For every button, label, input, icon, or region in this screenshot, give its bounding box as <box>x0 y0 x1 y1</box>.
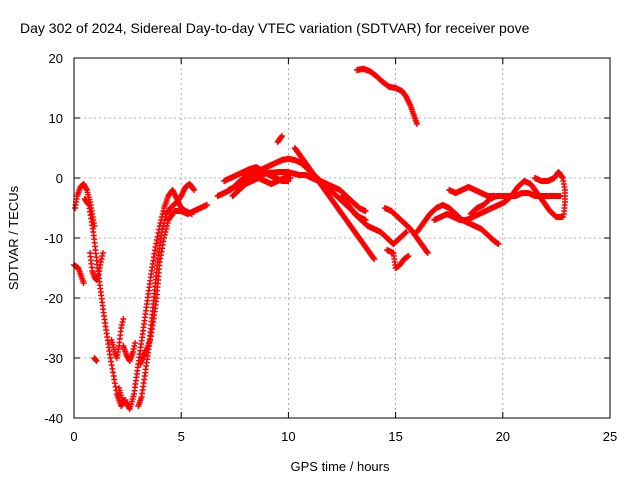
data-point <box>160 208 167 214</box>
data-point <box>119 319 126 325</box>
data-point <box>203 202 210 208</box>
data-point <box>190 186 197 192</box>
data-point <box>118 325 125 331</box>
data-point <box>97 259 104 265</box>
data-point <box>99 250 106 256</box>
data-point <box>559 214 566 220</box>
x-tick-label: 25 <box>603 429 617 444</box>
x-axis-ticks: 0 5 10 15 20 25 <box>70 58 617 444</box>
data-point <box>370 255 377 261</box>
series-arc15 <box>274 133 285 145</box>
data-point <box>278 134 285 140</box>
series-arc23 <box>431 178 566 223</box>
data-point <box>560 211 567 217</box>
series-arc4 <box>87 250 106 283</box>
data-point <box>163 226 170 232</box>
data-point <box>93 358 100 364</box>
series-arc1 <box>71 262 87 286</box>
y-axis-label: SDTVAR / TECUs <box>6 185 21 290</box>
series-arc26 <box>531 169 568 217</box>
data-point <box>162 214 169 220</box>
chart-title: Day 302 of 2024, Sidereal Day-to-day VTE… <box>20 20 530 36</box>
data-point <box>152 244 159 250</box>
grid <box>74 58 610 418</box>
data-point <box>424 249 431 255</box>
data-point <box>99 253 106 259</box>
data-point <box>98 256 105 262</box>
y-tick-label: 10 <box>49 111 63 126</box>
series-arc17 <box>354 65 421 127</box>
x-tick-label: 0 <box>70 429 77 444</box>
series-arc16 <box>291 145 369 214</box>
data-point <box>153 240 160 247</box>
data-point <box>287 175 294 181</box>
data-point <box>161 232 168 238</box>
data-point <box>278 133 285 139</box>
series-arc21 <box>384 247 412 271</box>
data-point <box>131 343 138 349</box>
data-point <box>162 229 169 235</box>
data-point <box>559 174 566 180</box>
y-tick-label: 0 <box>56 171 63 186</box>
data-point <box>153 237 160 243</box>
series-arc24 <box>446 184 498 199</box>
data-point <box>92 357 99 363</box>
x-tick-label: 5 <box>178 429 185 444</box>
data-point <box>403 229 410 235</box>
data-point <box>132 340 139 346</box>
y-tick-label: -10 <box>44 231 63 246</box>
data-point <box>362 208 369 214</box>
y-tick-label: -20 <box>44 291 63 306</box>
x-tick-label: 15 <box>388 429 402 444</box>
y-tick-label: -30 <box>44 351 63 366</box>
data-point <box>130 346 137 352</box>
series-arc10 <box>137 202 210 367</box>
data-point <box>161 235 168 241</box>
data-point <box>424 250 431 256</box>
x-axis-label: GPS time / hours <box>291 459 390 474</box>
series-arc25 <box>467 190 564 217</box>
series-arc5 <box>91 355 100 364</box>
data-point <box>154 233 161 240</box>
series-arc14 <box>229 175 294 199</box>
x-tick-label: 20 <box>496 429 510 444</box>
data-point <box>191 187 198 193</box>
series-arc18 <box>317 181 378 262</box>
data-point <box>80 280 87 286</box>
data-point <box>371 256 378 262</box>
x-tick-label: 10 <box>281 429 295 444</box>
data-point <box>120 316 127 322</box>
series-arc20 <box>381 205 431 256</box>
series-arc6 <box>108 316 127 361</box>
data-point <box>129 349 136 355</box>
y-tick-label: 20 <box>49 51 63 66</box>
y-axis-ticks: -40 -30 -20 -10 0 10 20 <box>44 51 610 426</box>
data-point <box>155 230 162 236</box>
data-point <box>118 322 125 328</box>
data-points <box>71 65 568 412</box>
data-point <box>85 201 92 207</box>
series-arc19 <box>339 193 410 247</box>
y-tick-label: -40 <box>44 411 63 426</box>
series-arc8 <box>116 187 195 412</box>
series-arc7 <box>120 340 139 364</box>
data-point <box>163 223 170 229</box>
data-point <box>495 241 502 247</box>
data-point <box>164 220 171 226</box>
data-point <box>414 121 421 127</box>
series-arc3 <box>81 196 129 409</box>
data-point <box>405 253 412 259</box>
